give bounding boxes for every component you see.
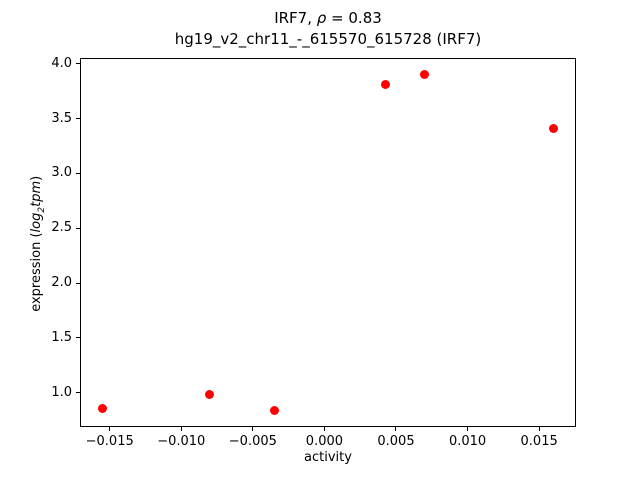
y-tick-mark — [76, 172, 80, 174]
y-tick-mark — [76, 118, 80, 120]
y-tick-label: 2.5 — [51, 220, 72, 236]
title-prefix: IRF7, — [274, 9, 317, 27]
x-axis-label: activity — [304, 450, 352, 465]
x-tick-label: 0.005 — [377, 434, 415, 449]
y-tick-mark — [76, 63, 80, 65]
data-point — [381, 80, 391, 90]
data-point — [205, 390, 215, 400]
chart-title-block: IRF7, ρ = 0.83 hg19_v2_chr11_-_615570_61… — [80, 8, 576, 50]
y-tick-label: 1.5 — [51, 329, 72, 345]
x-tick-mark — [538, 427, 540, 431]
x-tick-mark — [252, 427, 254, 431]
chart-subtitle: hg19_v2_chr11_-_615570_615728 (IRF7) — [174, 30, 482, 48]
x-tick-mark — [467, 427, 469, 431]
title-suffix: = 0.83 — [326, 9, 382, 27]
y-tick-mark — [76, 282, 80, 284]
y-tick-label: 3.5 — [51, 110, 72, 126]
data-point — [98, 403, 108, 413]
x-tick-label: −0.015 — [85, 434, 134, 449]
plot-area — [80, 58, 576, 427]
title-rho-symbol: ρ — [316, 9, 327, 27]
x-tick-mark — [180, 427, 182, 431]
chart-title: IRF7, ρ = 0.83 — [80, 8, 576, 29]
x-tick-label: −0.010 — [157, 434, 206, 449]
x-tick-label: 0.010 — [448, 434, 487, 449]
x-tick-mark — [323, 427, 325, 431]
y-axis-label-prefix: expression ( — [29, 232, 45, 312]
y-axis-label-sub: 2 — [36, 206, 47, 213]
y-tick-label: 3.0 — [51, 165, 72, 181]
y-tick-label: 4.0 — [51, 55, 72, 71]
y-tick-label: 2.0 — [51, 275, 72, 291]
data-point — [548, 123, 558, 133]
x-tick-mark — [109, 427, 111, 431]
data-point — [420, 70, 430, 80]
x-tick-label: 0.015 — [520, 434, 558, 449]
x-tick-label: −0.005 — [228, 434, 277, 449]
y-tick-mark — [76, 337, 80, 339]
y-tick-label: 1.0 — [51, 384, 72, 400]
y-tick-mark — [76, 227, 80, 229]
x-tick-mark — [395, 427, 397, 431]
x-tick-label: 0.000 — [305, 434, 344, 449]
data-point — [269, 405, 279, 415]
y-tick-mark — [76, 392, 80, 394]
y-axis-label-tpm: tpm — [29, 180, 45, 207]
